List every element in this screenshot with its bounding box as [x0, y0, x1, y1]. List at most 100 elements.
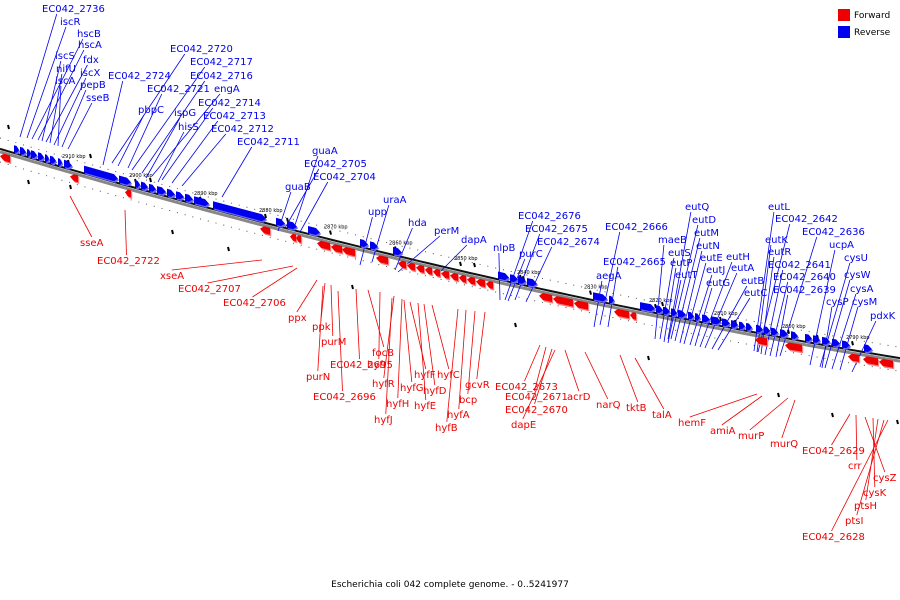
kbp-tick-label: 2860 kbp — [389, 241, 413, 247]
gene-label-line — [865, 418, 879, 501]
gene-label-line — [446, 308, 459, 423]
gene-arrow-reverse — [678, 309, 686, 318]
gene-label-hyfa: hyfA — [447, 410, 470, 421]
gene-label-line — [151, 93, 221, 177]
gene-arrow-forward — [467, 276, 475, 285]
track-mark — [777, 392, 780, 398]
gene-arrow-reverse — [746, 323, 752, 331]
gene-label-line — [872, 417, 876, 488]
gene-label-ec042-2707: EC042_2707 — [178, 284, 241, 295]
gene-label-hemf: hemF — [678, 418, 706, 429]
track-mark — [227, 246, 230, 252]
gene-label-crr: crr — [848, 461, 862, 472]
gene-label-line — [821, 306, 833, 369]
gene-label-ec042-2629: EC042_2629 — [802, 446, 865, 457]
gene-label-line — [749, 397, 789, 431]
gene-label-eute: eutE — [700, 253, 723, 264]
gene-label-purn: purN — [306, 372, 330, 383]
gene-label-line — [417, 302, 427, 401]
kbp-tick-label: 2870 kbp — [324, 225, 348, 231]
track-mark — [647, 355, 650, 361]
gene-label-ispg: ispG — [174, 108, 196, 119]
gene-arrow-forward — [441, 270, 449, 279]
gene-label-line — [659, 257, 675, 340]
gene-arrow-reverse — [864, 344, 872, 352]
gene-label-ec042-2721: EC042_2721 — [147, 84, 210, 95]
gene-arrow-reverse — [711, 316, 721, 325]
gene-label-hyfb: hyfB — [435, 423, 458, 434]
gene-label-fdx: fdx — [83, 55, 99, 66]
kbp-tick-label: 2910 kbp — [62, 154, 86, 160]
gene-label-eutd: eutD — [692, 215, 716, 226]
gene-arrow-reverse — [510, 274, 518, 283]
track-mark — [89, 153, 92, 159]
gene-label-line — [599, 231, 621, 326]
gene-arrow-reverse — [167, 188, 175, 197]
gene-label-eutq: eutQ — [685, 202, 709, 213]
gene-label-ec042-2666: EC042_2666 — [605, 222, 668, 233]
gene-arrow-forward — [70, 174, 78, 183]
gene-label-line — [317, 285, 324, 372]
gene-arrow-reverse — [764, 326, 770, 334]
gene-label-line — [31, 38, 84, 140]
gene-label-line — [674, 237, 701, 342]
gene-arrow-forward — [848, 353, 859, 362]
kbp-tick-label: 2800 kbp — [782, 324, 806, 330]
gene-label-line — [127, 93, 163, 169]
track-mark — [896, 419, 899, 425]
gene-arrow-forward — [486, 281, 493, 289]
gene-label-tala: talA — [652, 410, 672, 421]
track-mark — [171, 229, 174, 235]
gene-arrow-reverse — [593, 292, 607, 302]
gene-label-ec042-2724: EC042_2724 — [108, 71, 171, 82]
kbp-tick-label: 2810 kbp — [714, 311, 738, 317]
gene-label-hyff: hyfF — [414, 370, 436, 381]
gene-label-ec042-2671: EC042_2671 — [505, 392, 568, 403]
gene-label-amia: amiA — [710, 426, 736, 437]
gene-label-line — [299, 181, 329, 233]
gene-label-ptsh: ptsH — [854, 501, 877, 512]
gene-label-line — [53, 77, 87, 146]
gene-label-line — [221, 146, 253, 198]
gene-label-line — [689, 274, 713, 346]
gene-label-murq: murQ — [770, 439, 798, 450]
track-mark — [514, 322, 517, 328]
gene-arrow-forward — [317, 240, 330, 251]
gene-label-line — [437, 244, 468, 275]
gene-label-line — [699, 261, 733, 348]
gene-label-line — [397, 298, 403, 399]
gene-label-eutt: eutT — [675, 270, 698, 281]
gene-label-line — [704, 272, 738, 349]
gene-label-hscb: hscB — [77, 29, 101, 40]
gene-arrow-reverse — [695, 313, 700, 321]
gene-arrow-reverse — [688, 311, 694, 320]
gene-label-line — [181, 133, 227, 187]
gene-label-line — [141, 80, 206, 174]
gene-label-guaa: guaA — [312, 146, 338, 157]
gene-label-line — [619, 354, 639, 403]
gene-arrow-reverse — [791, 331, 798, 339]
gene-label-line — [824, 279, 851, 369]
gene-arrow-reverse — [832, 338, 840, 347]
gene-label-euts: eutS — [668, 248, 691, 259]
gene-label-line — [403, 299, 413, 383]
gene-label-ec042-2639: EC042_2639 — [773, 285, 836, 296]
gene-label-tktb: tktB — [626, 403, 647, 414]
gene-label-line — [525, 246, 553, 303]
gene-label-ec042-2640: EC042_2640 — [773, 272, 836, 283]
track-mark — [473, 262, 476, 268]
gene-arrow-reverse — [14, 145, 19, 153]
gene-arrow-reverse — [393, 247, 402, 256]
gene-label-line — [679, 250, 703, 344]
gene-label-line — [564, 349, 580, 392]
kbp-tick — [589, 290, 592, 295]
gene-label-line — [524, 344, 541, 382]
gene-label-ptsi: ptsI — [845, 516, 863, 527]
gene-arrow-forward — [433, 268, 440, 277]
gene-label-line — [157, 131, 185, 183]
gene-label-enga: engA — [214, 84, 240, 95]
gene-label-line — [522, 349, 556, 420]
gene-label-line — [851, 320, 877, 373]
legend-forward-label: Forward — [854, 11, 890, 21]
gene-label-line — [514, 233, 541, 301]
